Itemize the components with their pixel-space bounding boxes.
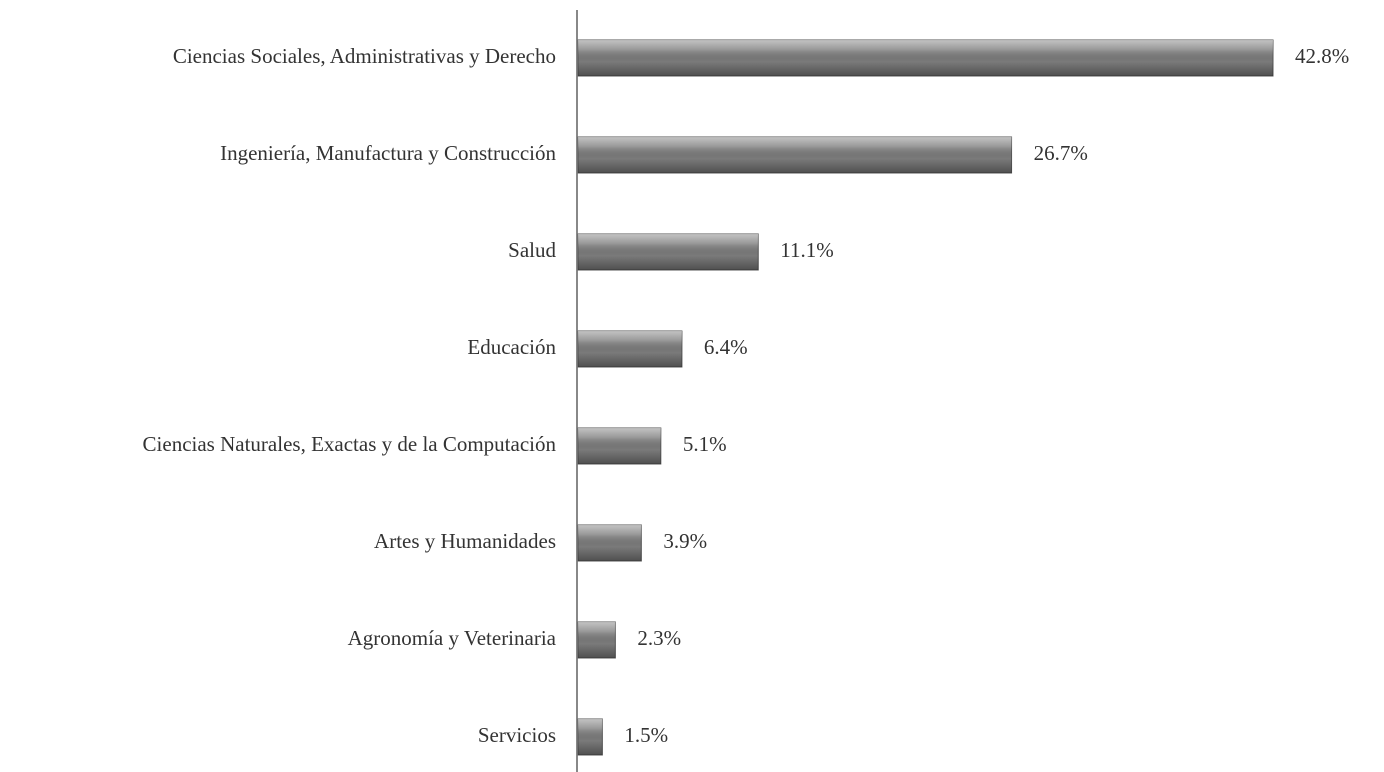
value-label: 3.9% xyxy=(663,529,707,553)
bar-shine xyxy=(578,40,1273,76)
bar-shine xyxy=(578,234,759,270)
category-label: Servicios xyxy=(478,723,556,747)
bar-shine xyxy=(578,331,682,367)
value-label: 5.1% xyxy=(683,432,727,456)
value-label: 11.1% xyxy=(780,238,833,262)
category-label: Agronomía y Veterinaria xyxy=(348,626,557,650)
category-label: Ingeniería, Manufactura y Construcción xyxy=(220,141,556,165)
bar-shine xyxy=(578,622,616,658)
value-label: 2.3% xyxy=(637,626,681,650)
bar-shine xyxy=(578,137,1012,173)
value-label: 26.7% xyxy=(1034,141,1088,165)
value-label: 42.8% xyxy=(1295,44,1349,68)
category-label: Ciencias Sociales, Administrativas y Der… xyxy=(173,44,556,68)
bar-shine xyxy=(578,525,642,561)
category-label: Artes y Humanidades xyxy=(374,529,556,553)
value-label: 1.5% xyxy=(624,723,668,747)
bar-shine xyxy=(578,428,661,464)
category-label: Educación xyxy=(467,335,556,359)
category-label: Salud xyxy=(508,238,556,262)
bar-shine xyxy=(578,719,603,755)
category-label: Ciencias Naturales, Exactas y de la Comp… xyxy=(143,432,557,456)
value-label: 6.4% xyxy=(704,335,748,359)
